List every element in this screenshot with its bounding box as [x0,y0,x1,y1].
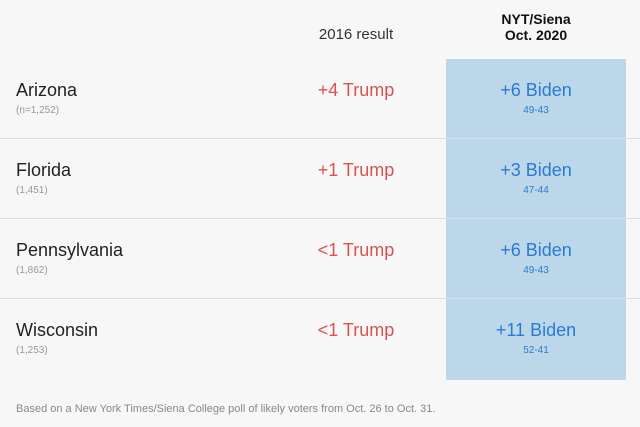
state-name: Pennsylvania [16,240,124,260]
poll-column-background [446,59,626,380]
poll-split: 47-44 [523,185,549,196]
result-2016: +4 Trump [317,80,395,100]
header-poll-name: NYT/Siena [501,11,571,27]
table-row: Florida (1,451) +1 Trump +3 Biden 47-44 [0,139,640,219]
table-row: Wisconsin (1,253) <1 Trump +11 Biden 52-… [0,299,640,379]
result-2016: +1 Trump [317,160,395,180]
poll-margin: +6 Biden [500,240,572,260]
state-name: Wisconsin [16,320,99,340]
table-row: Pennsylvania (1,862) <1 Trump +6 Biden 4… [0,219,640,299]
poll-margin: +3 Biden [500,160,572,180]
poll-margin: +11 Biden [495,320,577,340]
poll-margin: +6 Biden [500,80,572,100]
footnote: Based on a New York Times/Siena College … [16,403,436,415]
row-divider [0,298,640,299]
poll-split: 49-43 [523,105,549,116]
sample-size: (1,451) [16,185,48,196]
table-row: Arizona (n=1,252) +4 Trump +6 Biden 49-4… [0,59,640,139]
row-divider [0,218,640,219]
state-name: Arizona [16,80,78,100]
result-2016: <1 Trump [317,320,395,340]
sample-size: (1,253) [16,345,48,356]
state-name: Florida [16,160,72,180]
poll-split: 52-41 [523,345,549,356]
header-poll: NYT/Siena Oct. 2020 [446,11,626,43]
header-2016-result: 2016 result [318,26,394,43]
poll-split: 49-43 [523,265,549,276]
table-body: Arizona (n=1,252) +4 Trump +6 Biden 49-4… [0,59,640,379]
sample-size: (n=1,252) [16,105,60,116]
sample-size: (1,862) [16,265,48,276]
header-poll-date: Oct. 2020 [504,27,568,43]
result-2016: <1 Trump [317,240,395,260]
row-divider [0,138,640,139]
